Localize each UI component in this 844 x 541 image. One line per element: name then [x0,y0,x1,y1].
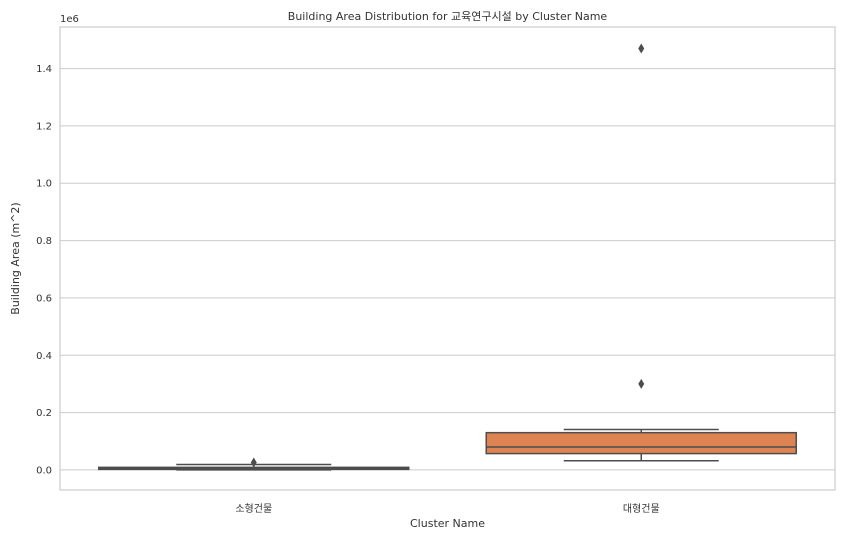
x-axis-label: Cluster Name [410,517,485,530]
y-tick-label: 0.4 [36,351,52,362]
box-iqr [485,431,797,455]
outlier-point [638,43,645,54]
y-tick-label: 0.6 [36,293,52,304]
chart-title: Building Area Distribution for 교육연구시설 by… [288,10,608,23]
outlier-point [250,457,257,468]
y-tick-labels: 0.0 0.2 0.4 0.6 0.8 1.0 1.2 1.4 [36,64,52,476]
y-tick-label: 1.4 [36,64,52,75]
plot-area [60,27,835,490]
y-tick-label: 1.2 [36,121,52,132]
plot-frame [59,26,836,491]
y-tick-label: 0.8 [36,236,52,247]
box-series [98,43,797,471]
y-tick-label: 1.0 [36,179,52,190]
y-tick-label: 0.0 [36,465,52,476]
x-tick-label: 소형건물 [235,503,272,515]
y-axis-label: Building Area (m^2) [9,202,22,314]
outlier-point [638,378,645,389]
x-tick-labels: 소형건물 대형건물 [235,503,659,515]
y-tick-label: 0.2 [36,408,52,419]
box-1 [98,457,410,471]
y-axis-multiplier: 1e6 [60,14,79,25]
y-gridlines [60,68,835,471]
box-2 [485,43,797,462]
x-tick-label: 대형건물 [623,503,660,515]
